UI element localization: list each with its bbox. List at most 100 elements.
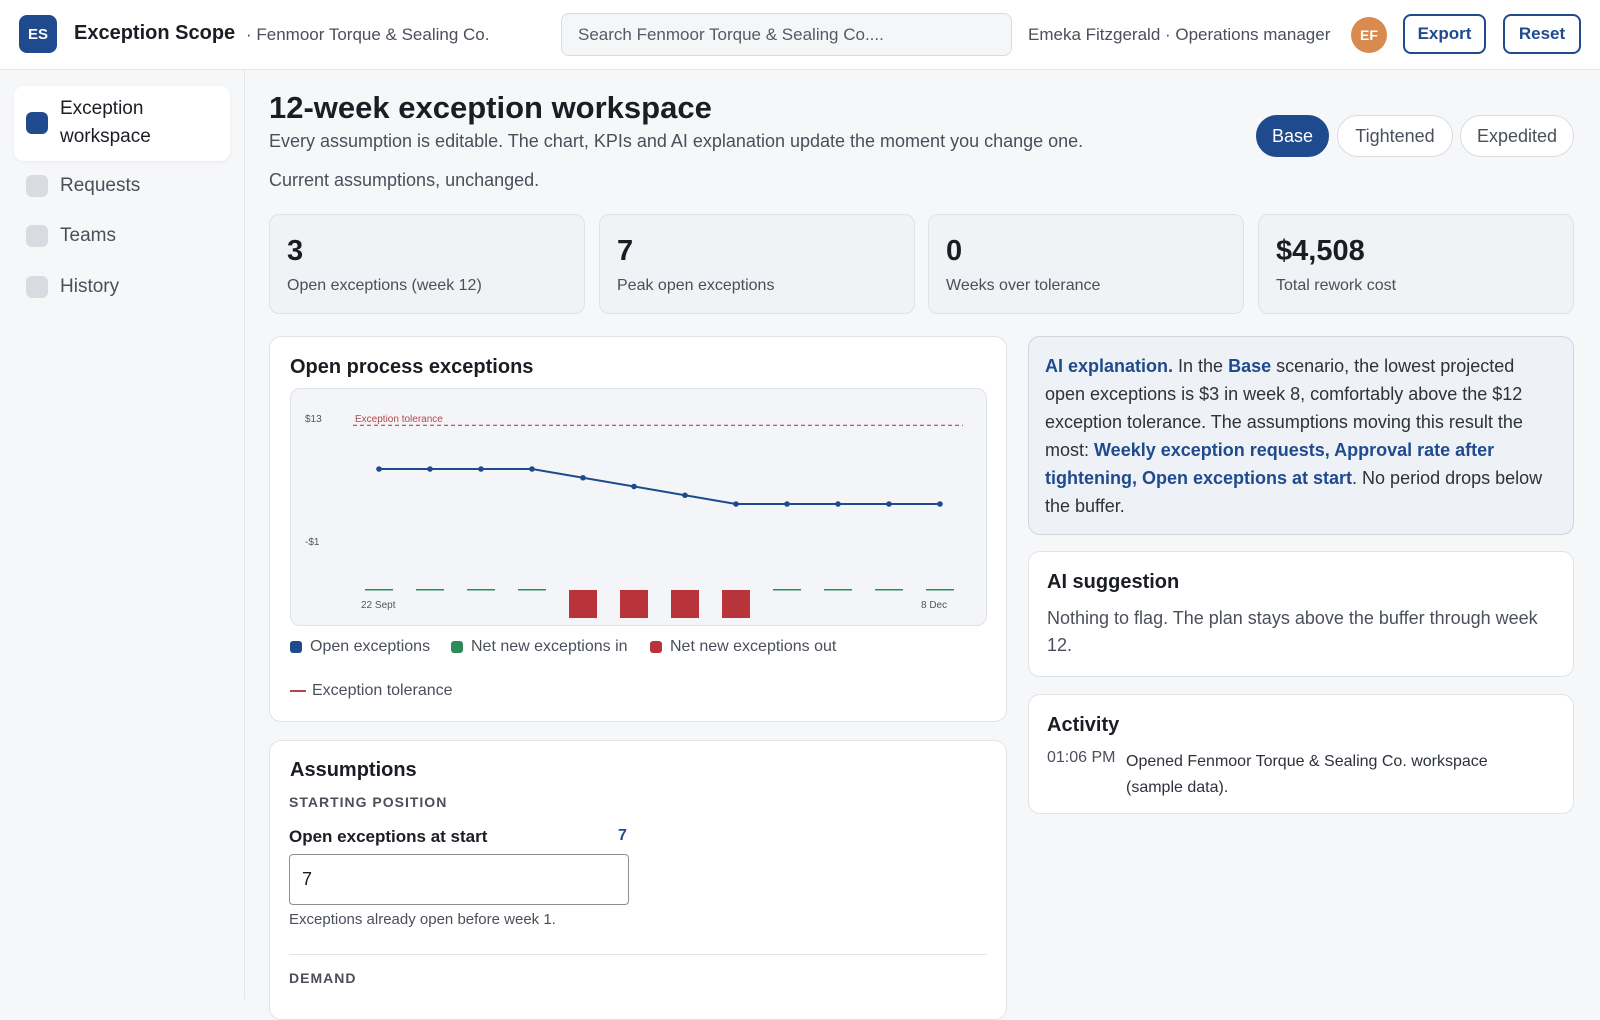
- kpi-value: 7: [617, 235, 634, 267]
- legend-open-exceptions: Open exceptions: [290, 638, 430, 656]
- sidebar: Exception workspace Requests Teams Histo…: [0, 70, 245, 999]
- y-tick-top: $13: [305, 414, 322, 425]
- kpi-card-open-exceptions: 3 Open exceptions (week 12): [269, 214, 585, 314]
- x-tick-start: 22 Sept: [361, 600, 396, 611]
- field-value: 7: [618, 827, 627, 844]
- sidebar-item-label: Teams: [60, 225, 116, 246]
- bar-net-in: [824, 589, 852, 591]
- field-help: Exceptions already open before week 1.: [289, 911, 556, 928]
- legend-label: Exception tolerance: [312, 682, 453, 699]
- page-subtitle: Every assumption is editable. The chart,…: [269, 131, 1084, 151]
- reset-button[interactable]: Reset: [1503, 14, 1581, 54]
- sidebar-item-label: Requests: [60, 175, 141, 196]
- bar-net-out: [569, 590, 597, 618]
- point-open-exceptions: [478, 466, 484, 472]
- x-tick-end: 8 Dec: [921, 600, 947, 611]
- tolerance-label: Exception tolerance: [355, 414, 443, 425]
- page-title: 12-week exception workspace: [269, 90, 712, 125]
- bar-net-out: [722, 590, 750, 618]
- ai-suggestion-text: Nothing to flag. The plan stays above th…: [1047, 608, 1538, 655]
- activity-title: Activity: [1047, 714, 1120, 736]
- sidebar-item-teams[interactable]: Teams: [14, 216, 230, 256]
- point-open-exceptions: [886, 501, 892, 507]
- activity-text: Opened Fenmoor Torque & Sealing Co. work…: [1126, 753, 1488, 796]
- kpi-value: 0: [946, 235, 963, 267]
- sidebar-item-exception-workspace[interactable]: Exception workspace: [14, 86, 230, 161]
- series-line-open-exceptions: [379, 468, 940, 505]
- legend-net-out: Net new exceptions out: [650, 638, 836, 656]
- kpi-label: Total rework cost: [1276, 277, 1397, 294]
- bar-net-out: [671, 590, 699, 618]
- kpi-label: Open exceptions (week 12): [287, 277, 482, 294]
- open-exceptions-start-input[interactable]: [289, 854, 629, 905]
- kpi-label: Weeks over tolerance: [946, 277, 1101, 294]
- legend-label: Net new exceptions in: [471, 638, 628, 655]
- bar-net-out: [620, 590, 648, 618]
- chart-title: Open process exceptions: [290, 356, 534, 378]
- workspace-icon: [26, 112, 48, 134]
- app-title: Exception Scope: [74, 22, 236, 44]
- requests-icon: [26, 175, 48, 197]
- point-open-exceptions: [682, 492, 688, 499]
- ai-explanation-lead: AI explanation.: [1045, 356, 1174, 376]
- scenario-base-button[interactable]: Base: [1256, 115, 1329, 157]
- field-label: Open exceptions at start: [289, 827, 488, 846]
- bar-net-in: [416, 589, 444, 591]
- point-open-exceptions: [427, 466, 433, 472]
- sidebar-item-requests[interactable]: Requests: [14, 166, 230, 206]
- divider: [289, 954, 987, 955]
- kpi-card-weeks-over: 0 Weeks over tolerance: [928, 214, 1244, 314]
- status-text: Current assumptions, unchanged.: [269, 170, 540, 190]
- point-open-exceptions: [937, 501, 943, 507]
- exceptions-chart: $13 -$1 Exception tolerance 22 Sept 8 De…: [305, 414, 963, 618]
- ai-scenario: Base: [1228, 356, 1272, 376]
- legend-swatch: [290, 641, 302, 653]
- export-button[interactable]: Export: [1403, 14, 1486, 54]
- ai-suggestion-title: AI suggestion: [1047, 571, 1180, 593]
- kpi-value: 3: [287, 235, 304, 267]
- bar-net-in: [875, 589, 903, 591]
- org-name: · Fenmoor Torque & Sealing Co.: [246, 25, 490, 44]
- search-input[interactable]: [561, 13, 1012, 56]
- ai-drivers: Weekly exception requests, Approval rate…: [1045, 440, 1495, 488]
- point-open-exceptions: [376, 466, 382, 472]
- bar-net-in: [518, 589, 546, 591]
- point-open-exceptions: [733, 501, 739, 507]
- legend-label: Net new exceptions out: [670, 638, 837, 655]
- user-label: Emeka Fitzgerald · Operations manager: [1028, 25, 1331, 44]
- activity-time: 01:06 PM: [1047, 749, 1116, 766]
- section-starting-position: STARTING POSITION: [289, 794, 448, 810]
- kpi-value: $4,508: [1276, 235, 1365, 267]
- ai-text: In the: [1173, 356, 1229, 376]
- section-demand: DEMAND: [289, 970, 357, 986]
- app-logo: ES: [19, 15, 57, 53]
- legend-swatch: [290, 690, 306, 692]
- bar-net-in: [773, 589, 801, 591]
- bar-net-in: [926, 589, 954, 591]
- bar-net-in: [365, 589, 393, 591]
- ai-text: scenario, the lowest projected open exce…: [1045, 356, 1523, 460]
- legend-swatch: [451, 641, 463, 653]
- point-open-exceptions: [784, 501, 790, 507]
- sidebar-item-history[interactable]: History: [14, 267, 230, 307]
- legend-tolerance: Exception tolerance: [290, 682, 453, 700]
- y-tick-mid: -$1: [305, 537, 320, 548]
- bar-net-in: [467, 589, 495, 591]
- ai-explanation: AI explanation. In the Base scenario, th…: [1028, 336, 1574, 535]
- point-open-exceptions: [835, 501, 841, 507]
- point-open-exceptions: [631, 483, 637, 490]
- point-open-exceptions: [580, 474, 586, 481]
- legend-label: Open exceptions: [310, 638, 431, 655]
- kpi-card-rework-cost: $4,508 Total rework cost: [1258, 214, 1574, 314]
- sidebar-item-label: Exception workspace: [60, 98, 151, 147]
- ai-suggestion-card: AI suggestion Nothing to flag. The plan …: [1028, 551, 1574, 677]
- history-icon: [26, 276, 48, 298]
- point-open-exceptions: [529, 466, 535, 472]
- scenario-tightened-button[interactable]: Tightened: [1337, 115, 1453, 157]
- top-bar: ES Exception Scope · Fenmoor Torque & Se…: [0, 0, 1600, 70]
- legend-net-in: Net new exceptions in: [451, 638, 628, 656]
- ai-text: . No period drops below the buffer.: [1045, 468, 1543, 516]
- avatar[interactable]: EF: [1351, 17, 1387, 53]
- scenario-expedited-button[interactable]: Expedited: [1460, 115, 1574, 157]
- activity-card: Activity 01:06 PM Opened Fenmoor Torque …: [1028, 694, 1574, 814]
